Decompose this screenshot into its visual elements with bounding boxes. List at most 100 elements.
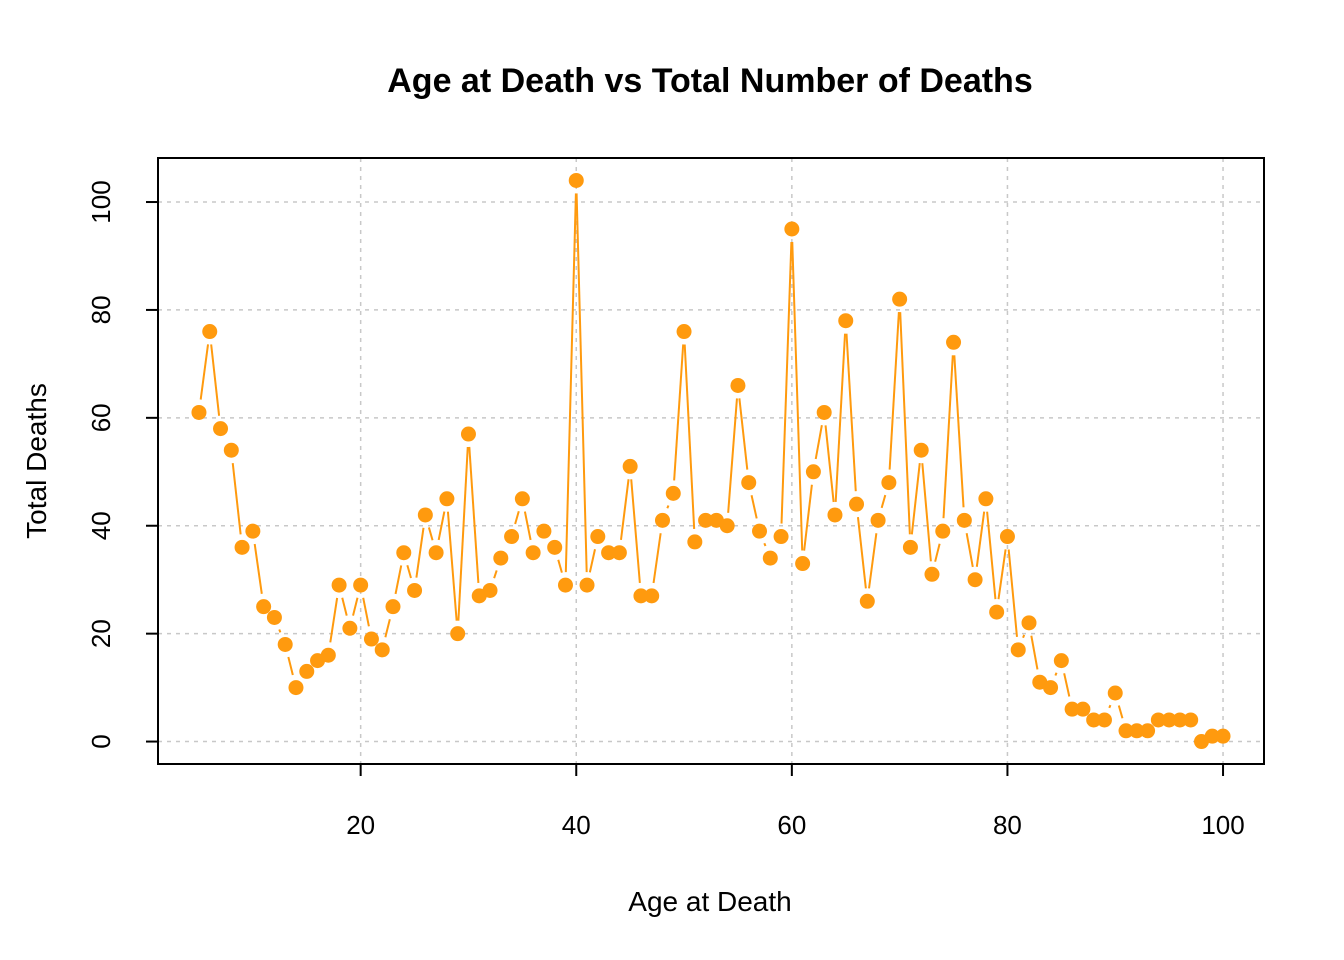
data-point <box>870 512 886 528</box>
data-point <box>417 507 433 523</box>
data-point <box>1140 723 1156 739</box>
data-point <box>1086 712 1102 728</box>
data-point <box>687 534 703 550</box>
y-tick-label: 20 <box>86 619 116 648</box>
data-point <box>288 680 304 696</box>
series-line-segment <box>780 241 793 524</box>
data-point <box>1118 723 1134 739</box>
data-point <box>913 442 929 458</box>
series-line-segment <box>362 597 370 627</box>
data-point <box>795 556 811 572</box>
y-axis: 0 20 40 60 80 100 <box>86 180 158 749</box>
data-point <box>601 545 617 561</box>
data-series <box>191 172 1231 750</box>
data-point <box>277 636 293 652</box>
data-point <box>935 523 951 539</box>
data-point <box>622 458 638 474</box>
series-line-segment <box>199 344 210 400</box>
series-line-segment <box>253 543 263 594</box>
data-point <box>1043 680 1059 696</box>
data-point <box>827 507 843 523</box>
data-point <box>665 485 681 501</box>
data-point <box>514 491 530 507</box>
data-point <box>611 545 627 561</box>
data-point <box>967 572 983 588</box>
data-point <box>698 512 714 528</box>
y-tick-label: 60 <box>86 403 116 432</box>
data-point <box>1064 701 1080 717</box>
series-line-segment <box>750 495 758 519</box>
series-line-segment <box>231 463 242 535</box>
data-point <box>1161 712 1177 728</box>
series-line-segment <box>921 463 932 562</box>
series-line-segment <box>630 479 641 584</box>
data-point <box>881 475 897 491</box>
series-line-segment <box>888 312 900 470</box>
series-line-segment <box>493 570 498 579</box>
data-point <box>633 588 649 604</box>
series-line-segment <box>352 597 359 616</box>
series-line-segment <box>738 398 749 470</box>
data-point <box>234 539 250 555</box>
data-point <box>439 491 455 507</box>
data-point <box>579 577 595 593</box>
chart-title: Age at Death vs Total Number of Deaths <box>387 62 1033 100</box>
data-point <box>568 172 584 188</box>
series-line-segment <box>791 241 804 551</box>
series-line-segment <box>824 425 835 503</box>
data-point <box>654 512 670 528</box>
series-line-segment <box>666 505 670 509</box>
series-line-segment <box>341 597 348 616</box>
data-point <box>773 529 789 545</box>
data-point <box>396 545 412 561</box>
data-point <box>428 545 444 561</box>
data-point <box>245 523 261 539</box>
x-axis-label: Age at Death <box>628 886 791 917</box>
series-line-segment <box>899 312 911 535</box>
x-tick-label: 80 <box>993 810 1022 840</box>
data-point <box>1075 701 1091 717</box>
data-point <box>1215 728 1231 744</box>
series-line-segment <box>523 511 532 541</box>
data-point <box>536 523 552 539</box>
y-tick-label: 40 <box>86 511 116 540</box>
series-line-segment <box>468 446 480 583</box>
data-point <box>223 442 239 458</box>
data-point <box>644 588 660 604</box>
series-line-segment <box>457 446 469 621</box>
series-line-segment <box>934 543 941 562</box>
data-point <box>989 604 1005 620</box>
series-line-segment <box>814 425 823 460</box>
y-axis-label: Total Deaths <box>21 383 52 539</box>
data-point <box>256 599 272 615</box>
data-point <box>450 626 466 642</box>
data-point <box>331 577 347 593</box>
series-line-segment <box>997 549 1007 600</box>
data-point <box>946 334 962 350</box>
series-line-segment <box>1108 704 1112 709</box>
grid <box>158 158 1264 764</box>
data-point <box>784 221 800 237</box>
data-point <box>676 324 692 340</box>
series-line-segment <box>1007 549 1018 637</box>
series-line-segment <box>1030 635 1039 670</box>
series-line-segment <box>834 333 847 503</box>
series-line-segment <box>856 516 867 589</box>
series-line-segment <box>514 510 520 525</box>
data-point <box>1096 712 1112 728</box>
series-line-segment <box>975 511 986 567</box>
series-line-segment <box>575 193 588 573</box>
series-line-segment <box>763 542 767 547</box>
data-point <box>838 313 854 329</box>
series-line-segment <box>868 533 878 589</box>
series-line-segment <box>427 527 434 541</box>
series-line-segment <box>619 479 630 540</box>
x-tick-label: 60 <box>777 810 806 840</box>
data-point <box>719 518 735 534</box>
data-point <box>762 550 778 566</box>
data-point <box>191 404 207 420</box>
data-point <box>213 421 229 437</box>
data-point <box>816 404 832 420</box>
series-line-segment <box>803 484 813 551</box>
